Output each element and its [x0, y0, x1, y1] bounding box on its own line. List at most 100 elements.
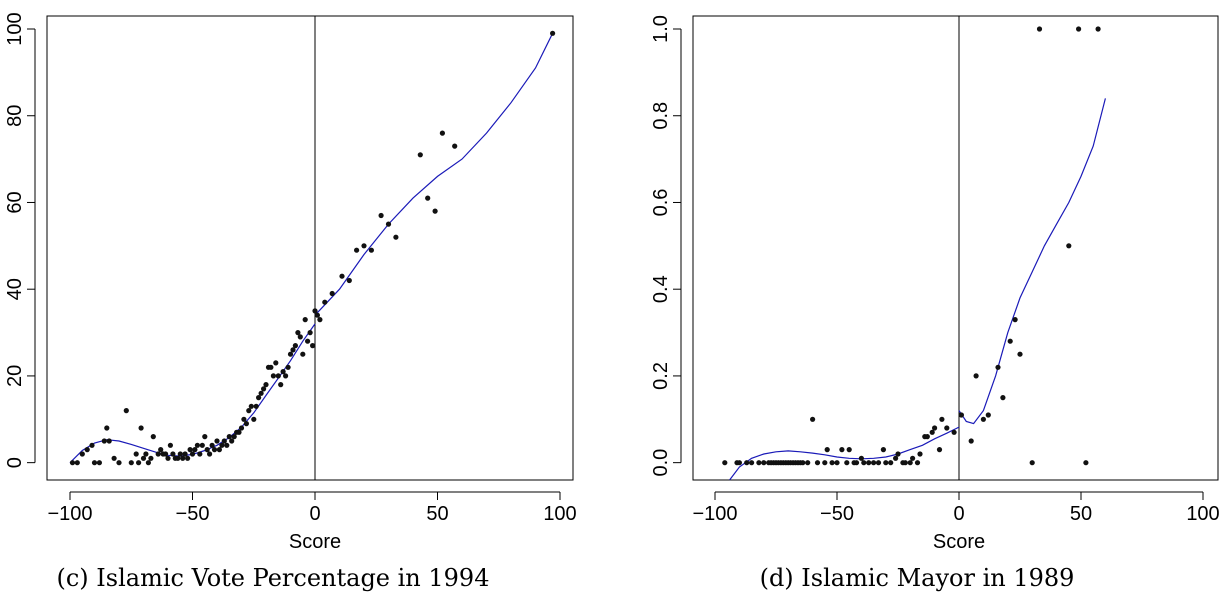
data-point	[722, 460, 728, 466]
data-point	[452, 143, 458, 149]
data-point	[185, 455, 191, 461]
data-point	[128, 460, 134, 466]
data-point	[761, 460, 767, 466]
chart-panel-left: −100 −50 0 50 100 0 20 40 60 80 100 Score (c) Islami…	[4, 12, 577, 592]
data-point	[361, 243, 367, 249]
x-tick-label: −50	[176, 503, 210, 525]
data-point	[207, 451, 213, 457]
data-point	[278, 382, 284, 388]
data-point	[368, 247, 374, 253]
data-point	[182, 451, 188, 457]
y-tick-label: 1.0	[650, 15, 672, 43]
data-point	[958, 412, 965, 418]
data-point	[307, 330, 313, 336]
data-point	[866, 460, 872, 466]
data-point	[871, 460, 877, 466]
y-tick-label: 40	[4, 278, 26, 300]
data-point	[985, 412, 991, 418]
data-point	[292, 343, 298, 349]
x-tick-label: 0	[953, 503, 964, 525]
data-point	[243, 421, 249, 427]
data-point	[268, 364, 274, 370]
y-tick-label: 0.0	[650, 449, 672, 477]
data-point	[439, 130, 445, 136]
data-point	[312, 308, 318, 314]
data-point	[74, 460, 80, 466]
x-tick-label: −100	[47, 503, 92, 525]
data-point	[209, 442, 215, 448]
data-point	[216, 447, 222, 453]
data-point	[875, 460, 882, 466]
x-tick-label: −100	[692, 503, 737, 525]
data-point	[417, 152, 423, 158]
plot-frame	[692, 15, 1219, 481]
data-point	[180, 455, 186, 461]
data-point	[1095, 26, 1101, 32]
data-point	[192, 447, 198, 453]
data-point	[211, 447, 218, 453]
y-tick-label: 20	[4, 365, 26, 387]
data-point	[221, 438, 227, 444]
x-tick-label: 100	[1186, 503, 1219, 525]
data-point	[199, 442, 205, 448]
data-point	[924, 434, 930, 440]
data-point	[844, 460, 850, 466]
y-tick-label: 0.6	[650, 189, 672, 217]
data-point	[1036, 26, 1043, 32]
fit-curve-left	[69, 323, 316, 464]
data-point	[79, 451, 85, 457]
data-point	[888, 460, 894, 466]
data-point	[914, 460, 921, 466]
data-point	[917, 451, 923, 457]
data-point	[290, 347, 296, 353]
data-point	[111, 455, 117, 461]
data-point	[810, 416, 816, 422]
data-point	[155, 451, 161, 457]
data-point	[96, 460, 102, 466]
data-point	[140, 455, 147, 461]
data-point	[261, 386, 267, 392]
data-point	[834, 460, 840, 466]
data-point	[749, 460, 755, 466]
y-tick-label: 80	[4, 105, 26, 127]
data-point	[929, 429, 935, 435]
data-point	[1017, 351, 1023, 357]
data-point	[329, 290, 335, 297]
data-point	[951, 429, 957, 435]
data-point	[241, 416, 247, 422]
data-point	[310, 343, 316, 349]
y-tick-label: 0.8	[650, 102, 672, 130]
data-point	[1000, 395, 1006, 401]
data-point	[187, 447, 193, 453]
data-point	[248, 403, 254, 409]
data-point	[883, 460, 889, 466]
data-point	[846, 447, 852, 453]
x-tick-label: 100	[543, 503, 576, 525]
data-point	[175, 455, 181, 461]
data-point	[238, 425, 245, 431]
data-point	[939, 416, 945, 422]
data-point	[189, 451, 196, 457]
data-point	[283, 373, 289, 379]
data-point	[123, 408, 129, 414]
data-point	[251, 416, 257, 422]
x-tick-label: −50	[820, 503, 854, 525]
data-point	[861, 460, 867, 466]
data-point	[273, 360, 279, 366]
fit-curve-right	[958, 98, 1106, 425]
data-point	[170, 451, 176, 457]
data-point	[253, 403, 259, 409]
data-point	[101, 438, 107, 444]
data-point	[224, 442, 230, 448]
plot-frame	[46, 15, 574, 481]
chart-panel-right: −100 −50 0 50 100 0.0 0.2 0.4 0.6 0.8 1.0 Score (d) …	[650, 15, 1220, 592]
data-point	[550, 30, 556, 36]
data-point	[1066, 243, 1072, 249]
data-point	[339, 273, 345, 279]
x-axis-title: Score	[933, 531, 985, 553]
data-point	[246, 408, 252, 414]
data-point	[385, 221, 392, 227]
y-tick-label: 0.4	[650, 275, 672, 303]
data-point	[968, 438, 974, 444]
